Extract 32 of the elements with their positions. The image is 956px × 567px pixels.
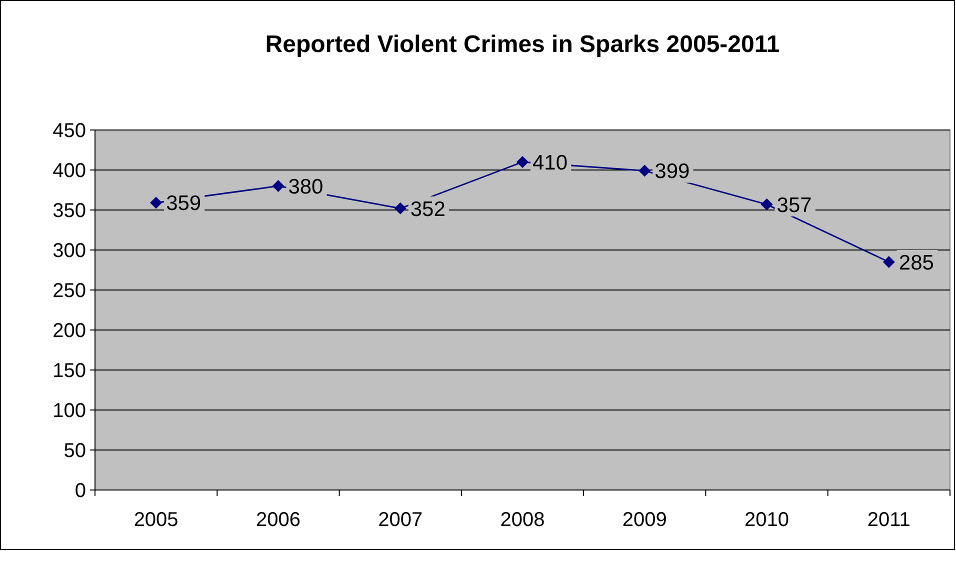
y-tick-label: 50: [64, 440, 86, 462]
x-tick-label: 2010: [744, 509, 790, 531]
y-tick-label: 350: [52, 200, 86, 222]
chart-title: Reported Violent Crimes in Sparks 2005-2011: [265, 31, 780, 58]
data-label: 285: [898, 251, 934, 274]
data-label: 410: [532, 151, 568, 174]
point: [638, 164, 651, 177]
x-tick-label: 2009: [622, 509, 667, 531]
y-tick-label: 450: [52, 120, 86, 142]
point: [516, 156, 528, 168]
y-tick-label: 250: [52, 280, 86, 302]
y-tick-label: 150: [52, 360, 86, 382]
y-tick-label: 300: [52, 240, 86, 262]
point: [760, 198, 773, 210]
x-tick-label: 2007: [378, 509, 423, 531]
data-label: 380: [288, 175, 324, 198]
point: [150, 196, 162, 209]
data-label: 352: [410, 198, 446, 221]
y-tick-label: 200: [52, 320, 86, 342]
x-tick-label: 2005: [134, 509, 178, 531]
point: [394, 202, 406, 214]
y-tick-label: 400: [52, 160, 86, 182]
point: [272, 180, 284, 192]
y-tick-label: 100: [52, 400, 86, 422]
data-label: 357: [776, 194, 812, 217]
x-tick-label: 2006: [256, 509, 300, 531]
y-tick-label: 0: [74, 480, 86, 502]
data-label: 359: [166, 192, 202, 216]
data-label: 399: [654, 160, 690, 184]
x-tick-label: 2011: [867, 509, 910, 531]
x-tick-label: 2008: [500, 509, 545, 531]
point: [882, 256, 895, 268]
